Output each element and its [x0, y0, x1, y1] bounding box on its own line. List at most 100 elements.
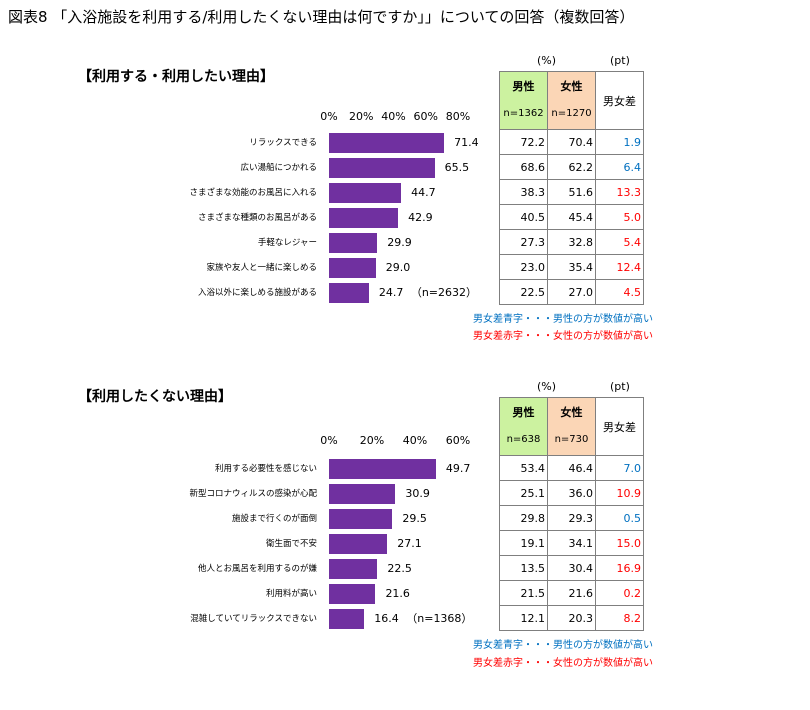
- table-row: 19.1 34.1 15.0: [499, 530, 644, 556]
- table-cell-male: 12.1: [499, 605, 548, 631]
- table-row: 13.5 30.4 16.9: [499, 555, 644, 581]
- table-row: 25.1 36.0 10.9: [499, 480, 644, 506]
- bar: [329, 484, 396, 504]
- table-cell-female: 32.8: [547, 229, 596, 255]
- unit-pct: (%): [537, 54, 557, 67]
- header-male: 男性 n=638: [499, 397, 548, 456]
- bar: [329, 233, 378, 253]
- table-cell-diff: 4.5: [595, 279, 644, 305]
- unit-pt: (pt): [610, 54, 630, 67]
- table-cell-male: 72.2: [499, 129, 548, 155]
- table-cell-female: 62.2: [547, 154, 596, 180]
- section-heading-use: 【利用する・利用したい理由】: [78, 69, 274, 85]
- bar: [329, 534, 388, 554]
- category-label: 利用する必要性を感じない: [214, 464, 317, 474]
- table-cell-diff: 1.9: [595, 129, 644, 155]
- bar: [329, 509, 393, 529]
- table-cell-male: 29.8: [499, 505, 548, 531]
- bar: [329, 133, 445, 153]
- category-label: さまざまな種類のお風呂がある: [197, 213, 317, 223]
- table-cell-female: 21.6: [547, 580, 596, 606]
- table-row: 68.6 62.2 6.4: [499, 154, 644, 180]
- table-row: 22.5 27.0 4.5: [499, 279, 644, 305]
- x-tick-label: 20%: [359, 434, 385, 447]
- bar-value-label: 24.7: [378, 286, 404, 299]
- table-cell-male: 40.5: [499, 204, 548, 230]
- category-label: 他人とお風呂を利用するのが嫌: [197, 564, 317, 574]
- category-label: 手軽なレジャー: [257, 238, 317, 248]
- bar: [329, 609, 365, 629]
- table-cell-male: 38.3: [499, 179, 548, 205]
- x-tick-label: 40%: [402, 434, 428, 447]
- table-row: 12.1 20.3 8.2: [499, 605, 644, 631]
- table-row: 40.5 45.4 5.0: [499, 204, 644, 230]
- table-cell-diff: 6.4: [595, 154, 644, 180]
- table-cell-male: 13.5: [499, 555, 548, 581]
- header-female: 女性 n=730: [547, 397, 596, 456]
- bar-value-label: 49.7: [445, 462, 471, 475]
- table-cell-diff: 15.0: [595, 530, 644, 556]
- bar: [329, 283, 369, 303]
- table-cell-female: 46.4: [547, 455, 596, 481]
- table-cell-female: 70.4: [547, 129, 596, 155]
- table-cell-female: 20.3: [547, 605, 596, 631]
- sample-size-note: （n=2632）: [410, 286, 478, 299]
- category-label: 混雑していてリラックスできない: [190, 614, 317, 624]
- table-row: 72.2 70.4 1.9: [499, 129, 644, 155]
- bar-value-label: 29.0: [385, 261, 411, 274]
- category-label: 家族や友人と一緒に楽しめる: [206, 263, 317, 273]
- bar-value-label: 21.6: [385, 587, 410, 600]
- category-label: さまざまな効能のお風呂に入れる: [189, 188, 317, 198]
- bar-value-label: 30.9: [405, 487, 430, 500]
- data-table-notuse: 男性 n=638 女性 n=730 男女差 53.4 46.4 7.0 25.1 36.0 1…: [499, 397, 644, 631]
- sample-size-note: （n=1368）: [406, 612, 473, 625]
- bar-value-label: 27.1: [397, 537, 422, 550]
- x-tick-label: 40%: [381, 110, 406, 123]
- table-cell-female: 30.4: [547, 555, 596, 581]
- x-tick-label: 60%: [413, 110, 438, 123]
- bar-value-label: 16.4: [374, 612, 399, 625]
- table-row: 23.0 35.4 12.4: [499, 254, 644, 280]
- category-label: 衛生面で不安: [265, 539, 317, 549]
- x-tick-label: 60%: [445, 434, 471, 447]
- unit-pt: (pt): [610, 380, 630, 393]
- bar: [329, 258, 376, 278]
- category-label: 広い湯船につかれる: [240, 163, 317, 173]
- x-tick-label: 0%: [320, 434, 338, 447]
- table-row: 38.3 51.6 13.3: [499, 179, 644, 205]
- table-cell-female: 35.4: [547, 254, 596, 280]
- table-cell-male: 21.5: [499, 580, 548, 606]
- legend-blue: 男女差青字・・・男性の方が数値が高い: [473, 314, 653, 325]
- table-cell-diff: 12.4: [595, 254, 644, 280]
- category-label: 入浴以外に楽しめる施設がある: [197, 288, 317, 298]
- header-diff: 男女差: [595, 397, 644, 456]
- category-label: 施設まで行くのが面倒: [231, 514, 317, 524]
- bar: [329, 183, 402, 203]
- table-row: 53.4 46.4 7.0: [499, 455, 644, 481]
- category-label: 利用料が高い: [265, 589, 317, 599]
- legend-red: 男女差赤字・・・女性の方が数値が高い: [473, 658, 653, 669]
- table-cell-male: 19.1: [499, 530, 548, 556]
- legend-blue: 男女差青字・・・男性の方が数値が高い: [473, 640, 653, 651]
- bar-value-label: 42.9: [408, 211, 433, 224]
- x-axis-ticks-use: 0% 20% 40% 60% 80%: [0, 110, 810, 124]
- table-cell-diff: 13.3: [595, 179, 644, 205]
- table-cell-male: 68.6: [499, 154, 548, 180]
- table-cell-female: 34.1: [547, 530, 596, 556]
- table-cell-male: 25.1: [499, 480, 548, 506]
- bar-value-label: 71.4: [454, 136, 479, 149]
- table-cell-female: 45.4: [547, 204, 596, 230]
- table-cell-diff: 5.4: [595, 229, 644, 255]
- header-female: 女性 n=1270: [547, 71, 596, 130]
- section-heading-notuse: 【利用したくない理由】: [78, 389, 232, 405]
- bar-value-label: 29.5: [402, 512, 427, 525]
- table-cell-male: 22.5: [499, 279, 548, 305]
- table-cell-diff: 0.5: [595, 505, 644, 531]
- data-table-use: 男性 n=1362 女性 n=1270 男女差 72.2 70.4 1.9 68.6 62.…: [499, 71, 644, 305]
- bar: [329, 584, 376, 604]
- table-cell-diff: 10.9: [595, 480, 644, 506]
- header-diff: 男女差: [595, 71, 644, 130]
- x-axis-ticks-notuse: 0% 20% 40% 60%: [0, 434, 810, 448]
- unit-pct: (%): [537, 380, 557, 393]
- table-cell-female: 36.0: [547, 480, 596, 506]
